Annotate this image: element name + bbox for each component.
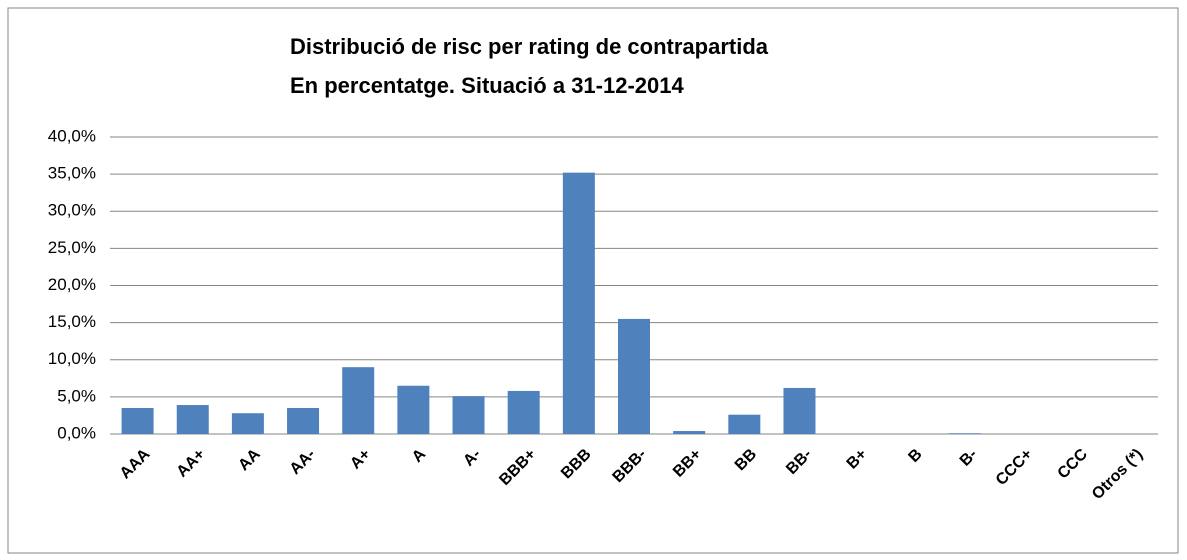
y-tick-label: 10,0% [48,349,96,368]
y-tick-label: 30,0% [48,201,96,220]
chart-title: Distribució de risc per rating de contra… [290,34,769,59]
bar [176,405,209,434]
bar [618,318,650,434]
bar [673,431,706,434]
bar [452,396,485,434]
y-tick-label: 25,0% [48,238,96,257]
bar [287,408,320,434]
bar [728,414,761,434]
y-tick-label: 0,0% [57,423,96,442]
bar [783,387,816,434]
bar [948,433,981,434]
bar [231,413,264,434]
y-tick-label: 35,0% [48,164,96,183]
bar [121,408,154,434]
y-tick-label: 15,0% [48,312,96,331]
y-tick-label: 40,0% [48,126,96,145]
y-tick-label: 20,0% [48,275,96,294]
bar [507,390,540,434]
bar [397,385,430,434]
bar [342,367,375,434]
bar [562,172,595,434]
chart-subtitle: En percentatge. Situació a 31-12-2014 [290,73,684,98]
y-tick-label: 5,0% [57,386,96,405]
